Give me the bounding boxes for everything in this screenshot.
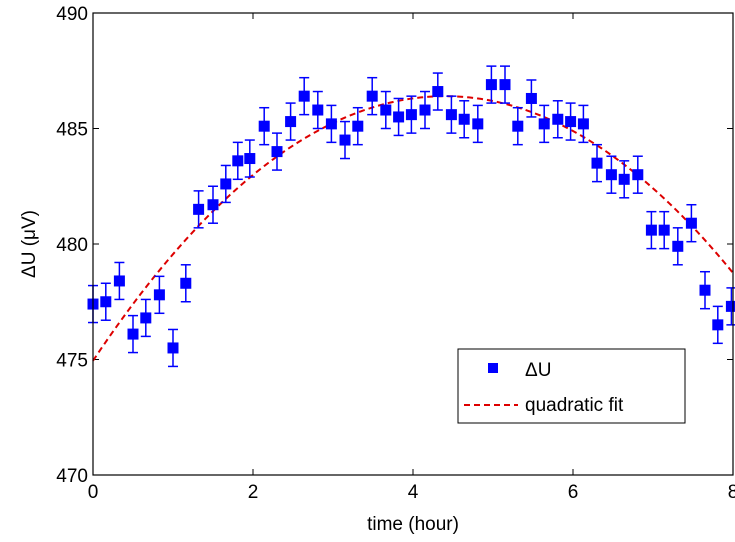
data-point	[244, 153, 256, 165]
legend: ΔU quadratic fit	[457, 348, 686, 424]
data-point	[258, 120, 270, 132]
data-point	[285, 116, 297, 128]
x-tick-label: 8	[728, 482, 735, 503]
data-point	[712, 319, 724, 331]
data-point	[672, 240, 684, 252]
fit-layer	[92, 95, 734, 362]
data-point	[232, 155, 244, 167]
data-point	[458, 113, 470, 125]
x-axis-label: time (hour)	[367, 514, 459, 535]
x-tick-label: 2	[248, 482, 259, 503]
data-point	[167, 342, 179, 354]
data-point	[618, 173, 630, 185]
y-tick-label: 485	[56, 120, 88, 141]
x-tick-label: 6	[568, 482, 579, 503]
data-point	[193, 203, 205, 215]
data-point	[113, 275, 125, 287]
y-tick-label: 470	[56, 466, 88, 487]
data-point	[645, 224, 657, 236]
data-point	[605, 169, 617, 181]
data-point	[140, 312, 152, 324]
marker-layer	[87, 79, 735, 354]
data-point	[552, 113, 564, 125]
data-point	[325, 118, 337, 130]
plot-frame	[92, 12, 734, 476]
data-point	[485, 79, 497, 91]
data-point	[405, 109, 417, 121]
data-point	[380, 104, 392, 116]
data-point	[565, 116, 577, 128]
x-tick-label: 4	[408, 482, 419, 503]
data-point	[472, 118, 484, 130]
data-point	[658, 224, 670, 236]
legend-box	[457, 348, 686, 424]
data-point	[725, 300, 735, 312]
data-point	[512, 120, 524, 132]
data-point	[100, 296, 112, 308]
legend-marker-delta-u	[488, 363, 498, 373]
x-tick-label: 0	[88, 482, 99, 503]
data-point	[339, 134, 351, 146]
legend-label-delta-u: ΔU	[525, 360, 551, 381]
data-point	[577, 118, 589, 130]
data-point	[352, 120, 364, 132]
data-point	[499, 79, 511, 91]
y-tick-label: 490	[56, 4, 88, 25]
data-point	[632, 169, 644, 181]
data-point	[685, 217, 697, 229]
y-axis-label: ΔU (μV)	[19, 210, 40, 278]
y-tick-label: 475	[56, 351, 88, 372]
data-point	[525, 92, 537, 104]
quadratic-fit-line	[92, 95, 734, 362]
data-point	[207, 199, 219, 211]
data-point	[366, 90, 378, 102]
data-point	[432, 86, 444, 98]
data-point	[180, 277, 192, 289]
y-tick-label: 480	[56, 235, 88, 256]
data-point	[127, 328, 139, 340]
data-point	[699, 284, 711, 296]
data-point	[591, 157, 603, 169]
tick-label-layer: 0 2 4 6 8 470 475 480 485 490	[56, 4, 735, 503]
data-point	[393, 111, 405, 123]
data-point	[298, 90, 310, 102]
data-point	[271, 146, 283, 158]
data-point	[419, 104, 431, 116]
data-point	[153, 289, 165, 301]
legend-label-quadratic-fit: quadratic fit	[525, 395, 624, 416]
data-point	[445, 109, 457, 121]
data-point	[312, 104, 324, 116]
data-point	[538, 118, 550, 130]
data-point	[220, 178, 232, 190]
